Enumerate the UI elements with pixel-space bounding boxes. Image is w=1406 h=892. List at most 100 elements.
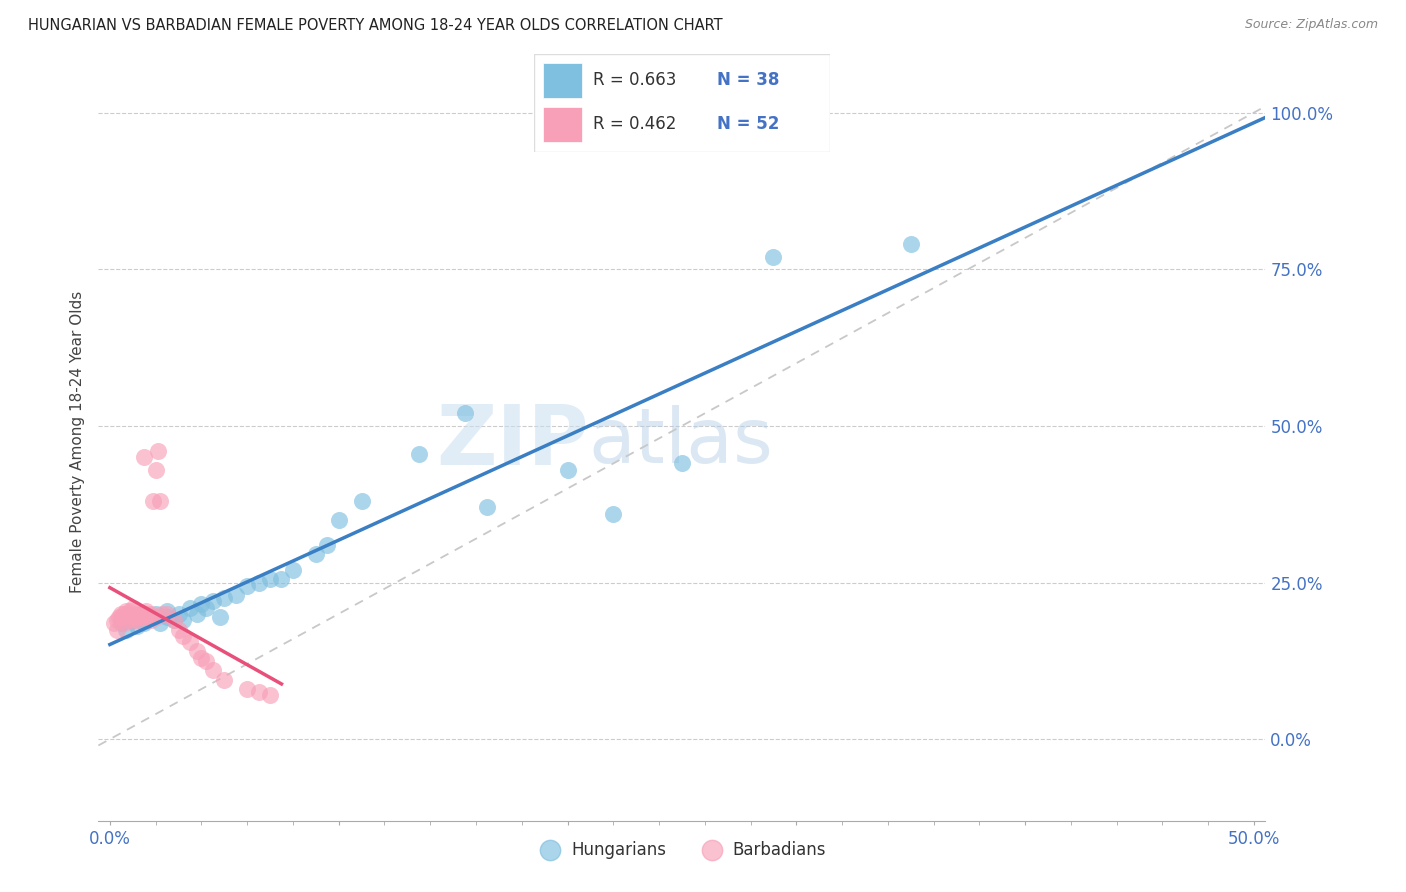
Point [105, 613, 128, 627]
Point [194, 600, 217, 615]
Point [156, 610, 179, 624]
Point [163, 613, 186, 627]
Point [131, 610, 153, 624]
Legend: Hungarians, Barbadians: Hungarians, Barbadians [531, 834, 832, 865]
Point [120, 610, 142, 624]
Point [124, 610, 146, 624]
Point [350, 494, 373, 508]
Point [186, 607, 208, 621]
Bar [543, 108, 582, 142]
Point [172, 613, 194, 627]
Point [131, 607, 153, 621]
Point [110, 610, 132, 624]
Point [120, 604, 142, 618]
Point [121, 610, 143, 624]
Point [149, 616, 172, 631]
Point [145, 463, 167, 477]
Point [179, 600, 201, 615]
Text: N = 38: N = 38 [717, 71, 780, 89]
Point [145, 607, 167, 621]
Point [179, 635, 201, 649]
Point [225, 588, 247, 602]
Point [139, 607, 162, 621]
Point [156, 607, 179, 621]
Point [128, 607, 150, 621]
Point [121, 613, 143, 627]
Point [112, 616, 135, 631]
Point [145, 610, 167, 624]
Point [142, 494, 165, 508]
Point [214, 673, 236, 687]
Point [103, 616, 125, 631]
Point [110, 607, 132, 621]
Point [127, 610, 149, 624]
Point [135, 604, 157, 618]
Point [128, 610, 150, 624]
Point [134, 450, 156, 465]
Point [259, 689, 281, 703]
Point [671, 457, 693, 471]
Point [557, 463, 579, 477]
Point [316, 538, 339, 552]
Point [149, 494, 172, 508]
Point [127, 619, 149, 633]
Point [247, 575, 270, 590]
Text: R = 0.663: R = 0.663 [593, 71, 676, 89]
Point [270, 573, 292, 587]
Point [156, 604, 179, 618]
Point [117, 613, 139, 627]
Point [127, 613, 149, 627]
Text: R = 0.462: R = 0.462 [593, 115, 676, 133]
Point [135, 607, 157, 621]
Point [201, 594, 224, 608]
Point [247, 685, 270, 699]
Point [172, 629, 194, 643]
Point [117, 607, 139, 621]
Point [146, 444, 169, 458]
Point [105, 623, 128, 637]
Point [134, 607, 156, 621]
Point [236, 681, 259, 696]
Point [167, 607, 190, 621]
Point [110, 616, 132, 631]
Point [762, 250, 785, 264]
Point [115, 623, 138, 637]
Point [305, 547, 328, 561]
Point [259, 573, 281, 587]
Point [408, 447, 430, 461]
Point [900, 237, 922, 252]
Point [115, 610, 138, 624]
Point [112, 607, 135, 621]
Text: ZIP: ZIP [436, 401, 589, 482]
Bar [543, 63, 582, 98]
Point [134, 610, 156, 624]
Point [281, 563, 304, 577]
Point [108, 610, 131, 624]
Point [194, 654, 217, 668]
Point [236, 579, 259, 593]
Point [190, 598, 212, 612]
Point [134, 616, 156, 631]
Point [201, 663, 224, 677]
Point [453, 406, 475, 420]
Point [167, 623, 190, 637]
Point [139, 610, 162, 624]
Y-axis label: Female Poverty Among 18-24 Year Olds: Female Poverty Among 18-24 Year Olds [69, 291, 84, 592]
Point [477, 500, 499, 515]
Point [139, 613, 162, 627]
Text: N = 52: N = 52 [717, 115, 780, 133]
Text: HUNGARIAN VS BARBADIAN FEMALE POVERTY AMONG 18-24 YEAR OLDS CORRELATION CHART: HUNGARIAN VS BARBADIAN FEMALE POVERTY AM… [28, 18, 723, 33]
Point [121, 613, 143, 627]
Point [602, 507, 624, 521]
Point [121, 600, 143, 615]
Text: atlas: atlas [589, 405, 773, 478]
Text: Source: ZipAtlas.com: Source: ZipAtlas.com [1244, 18, 1378, 31]
Point [138, 610, 160, 624]
Point [328, 513, 350, 527]
Point [124, 607, 146, 621]
FancyBboxPatch shape [534, 54, 830, 152]
Point [115, 604, 138, 618]
Point [186, 644, 208, 658]
Point [214, 591, 236, 606]
Point [163, 613, 186, 627]
